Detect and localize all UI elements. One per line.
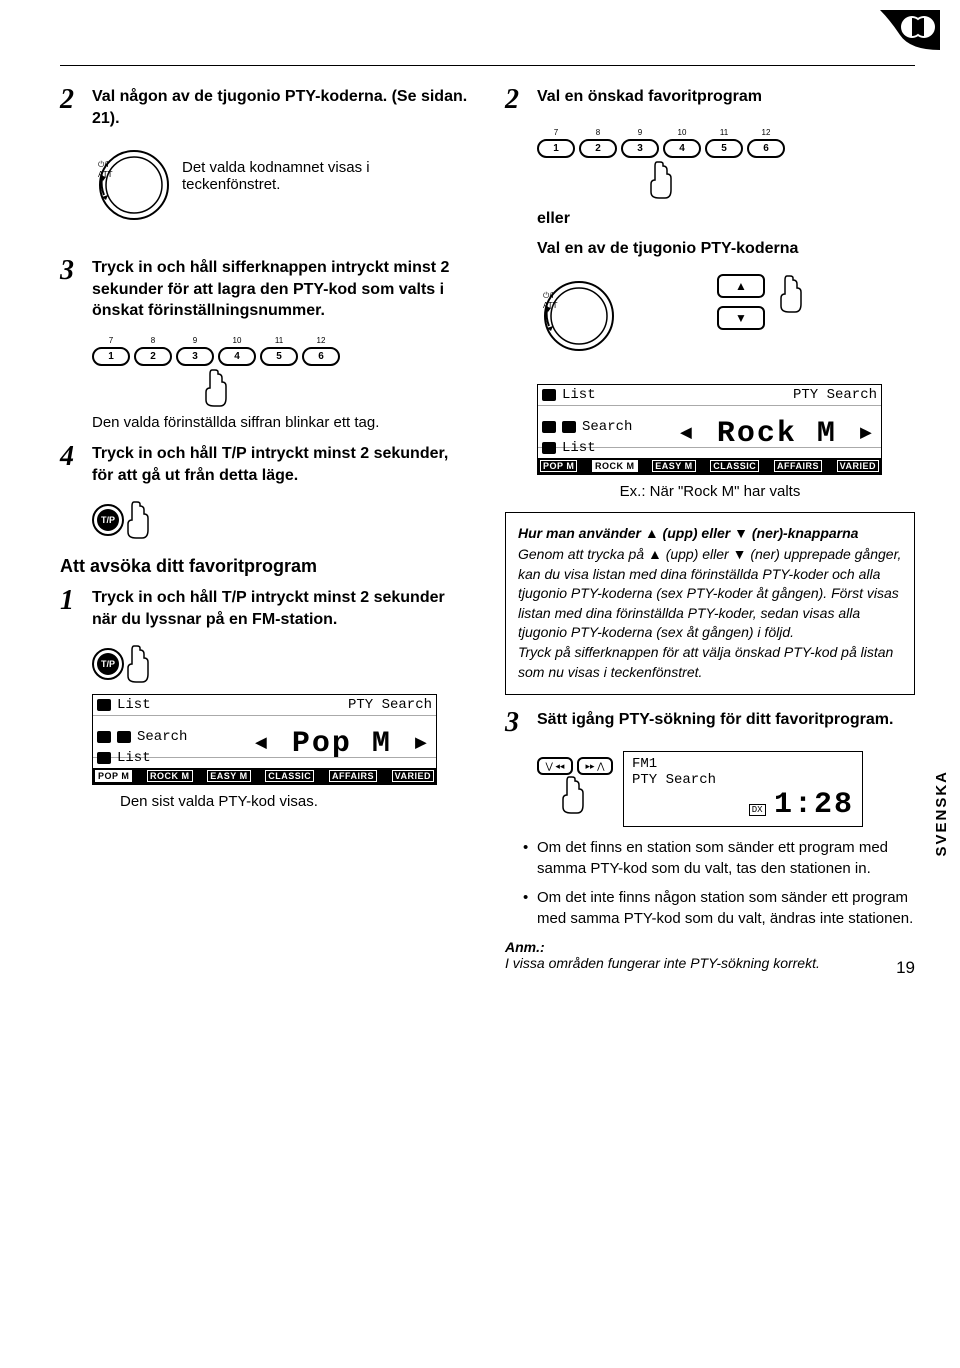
step3-sub: Den valda förinställda siffran blinkar e… — [92, 414, 470, 431]
next-button[interactable]: ▸▸ ⋀ — [577, 757, 613, 775]
preset-button-6[interactable]: 6 — [302, 347, 340, 366]
info-box-title: Hur man använder ▲ (upp) eller ▼ (ner)-k… — [518, 525, 902, 541]
corner-logo-icon — [880, 10, 940, 50]
volume-dial-icon: ⏻/I ATT — [92, 143, 172, 245]
preset-button-3[interactable]: 3 — [621, 139, 659, 158]
preset-button-1[interactable]: 1 — [537, 139, 575, 158]
left-column: 2 Val någon av de tjugonio PTY-koderna. … — [60, 86, 470, 971]
step-number-4: 4 — [60, 443, 82, 486]
volume-dial-icon-2: ⏻/I ATT — [537, 274, 617, 376]
preset-button-5[interactable]: 5 — [260, 347, 298, 366]
preset-button-4[interactable]: 4 — [218, 347, 256, 366]
panel-icon — [542, 389, 556, 401]
preset-button-2[interactable]: 2 — [579, 139, 617, 158]
search-step1-title: Tryck in och håll T/P intryckt minst 2 s… — [92, 587, 470, 630]
r-step-number-3: 3 — [505, 709, 527, 737]
panel-icon — [97, 699, 111, 711]
finger-press-icon — [775, 274, 805, 314]
search-step-number-1: 1 — [60, 587, 82, 630]
display-panel-rock: List PTY Search Search ◂ Rock M ▸ List P… — [537, 384, 882, 475]
panel-pty-search-label: PTY Search — [348, 697, 432, 713]
page-number: 19 — [896, 958, 915, 978]
r-step3-title: Sätt igång PTY-sökning för ditt favoritp… — [537, 709, 915, 737]
prev-next-buttons: ⋁ ◂◂ ▸▸ ⋀ — [537, 751, 613, 818]
fm-line2: PTY Search — [632, 772, 854, 788]
down-button[interactable]: ▼ — [717, 306, 765, 330]
bullet-list: Om det finns en station som sänder ett p… — [523, 837, 915, 929]
panel-icon — [542, 442, 556, 454]
preset-button-4[interactable]: 4 — [663, 139, 701, 158]
r-step-number-2: 2 — [505, 86, 527, 114]
display1-caption: Den sist valda PTY-kod visas. — [120, 793, 470, 810]
panel-list-label: List — [117, 697, 151, 713]
prev-button[interactable]: ⋁ ◂◂ — [537, 757, 573, 775]
step4-title: Tryck in och håll T/P intryckt minst 2 s… — [92, 443, 470, 486]
fm-display-panel: FM1 PTY Search DX 1:28 — [623, 751, 863, 827]
fm-time: 1:28 — [774, 788, 854, 822]
step2-sub: Det valda kodnamnet visas i teckenfönstr… — [182, 159, 470, 193]
step2-title: Val någon av de tjugonio PTY-koderna. (S… — [92, 86, 470, 129]
panel-icon — [97, 752, 111, 764]
eller-label: eller — [537, 210, 915, 228]
preset-button-row-left: 71 82 93 104 115 126 — [92, 336, 470, 366]
preset-button-1[interactable]: 1 — [92, 347, 130, 366]
section-heading-search: Att avsöka ditt favoritprogram — [60, 556, 470, 577]
preset-button-2[interactable]: 2 — [134, 347, 172, 366]
dx-tag: DX — [749, 804, 766, 816]
r-subheading: Val en av de tjugonio PTY-koderna — [537, 238, 915, 266]
preset-button-3[interactable]: 3 — [176, 347, 214, 366]
panel-search-label: Search — [582, 419, 632, 435]
anm-note: Anm.: I vissa områden fungerar inte PTY-… — [505, 939, 915, 971]
panel-icon — [542, 421, 556, 433]
bullet-item: Om det inte finns någon station som sänd… — [523, 887, 915, 929]
up-down-buttons: ▲ ▼ — [717, 274, 765, 330]
bullet-item: Om det finns en station som sänder ett p… — [523, 837, 915, 879]
info-box: Hur man använder ▲ (upp) eller ▼ (ner)-k… — [505, 512, 915, 695]
panel-codes-row: POP M ROCK M EASY M CLASSIC AFFAIRS VARI… — [538, 458, 881, 474]
tp-button-icon: T/P — [92, 500, 470, 540]
panel-list-label-2: List — [117, 750, 151, 766]
panel-icon — [97, 731, 111, 743]
panel-icon — [117, 731, 131, 743]
tp-button-icon-2: T/P — [92, 644, 470, 684]
panel-search-label: Search — [137, 729, 187, 745]
panel-main-value: Pop M — [292, 727, 392, 761]
finger-press-icon — [557, 775, 587, 815]
panel-list-label-2: List — [562, 440, 596, 456]
panel-icon — [562, 421, 576, 433]
preset-button-row-right: 71 82 93 104 115 126 — [537, 128, 915, 158]
fm-line1: FM1 — [632, 756, 854, 772]
panel-list-label: List — [562, 387, 596, 403]
anm-title: Anm.: — [505, 939, 915, 955]
step-number-2: 2 — [60, 86, 82, 129]
preset-button-6[interactable]: 6 — [747, 139, 785, 158]
step-number-3: 3 — [60, 257, 82, 322]
display2-caption: Ex.: När "Rock M" har valts — [505, 483, 915, 500]
right-column: 2 Val en önskad favoritprogram 71 82 93 … — [505, 86, 915, 971]
info-box-body: Genom att trycka på ▲ (upp) eller ▼ (ner… — [518, 545, 902, 682]
finger-press-icon — [200, 368, 230, 408]
language-tab: SVENSKA — [933, 770, 950, 857]
panel-pty-search-label: PTY Search — [793, 387, 877, 403]
up-button[interactable]: ▲ — [717, 274, 765, 298]
att-label: ⏻/I ATT — [98, 160, 178, 179]
r-step2-title: Val en önskad favoritprogram — [537, 86, 915, 114]
anm-body: I vissa områden fungerar inte PTY-söknin… — [505, 955, 915, 971]
panel-main-value: Rock M — [717, 417, 837, 451]
top-rule — [60, 65, 915, 66]
finger-press-icon — [645, 160, 675, 200]
preset-button-5[interactable]: 5 — [705, 139, 743, 158]
panel-codes-row: POP M ROCK M EASY M CLASSIC AFFAIRS VARI… — [93, 768, 436, 784]
step3-title: Tryck in och håll sifferknappen intryckt… — [92, 257, 470, 322]
display-panel-pop: List PTY Search Search ◂ Pop M ▸ List PO… — [92, 694, 437, 785]
